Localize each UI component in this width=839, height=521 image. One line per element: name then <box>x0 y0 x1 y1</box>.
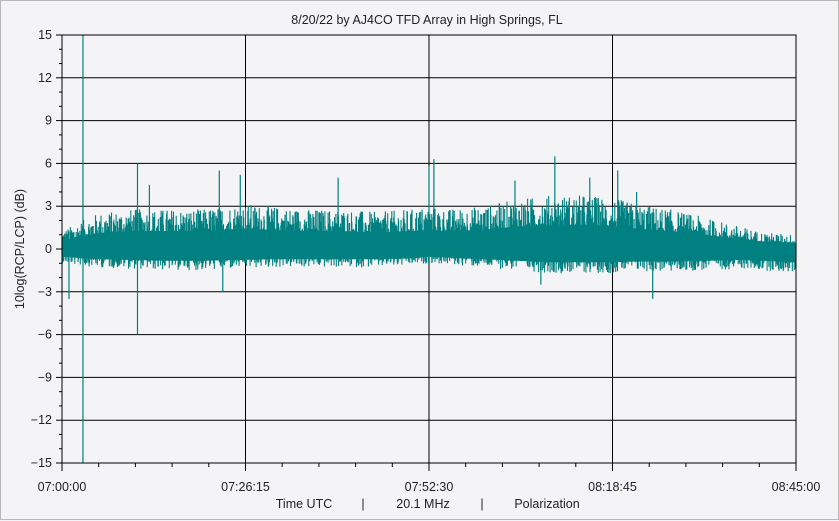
x-axis-label-sep-2: | <box>480 497 483 511</box>
y-tick-label: 0 <box>45 242 52 256</box>
y-tick-label: 6 <box>45 156 52 170</box>
y-tick-label: −12 <box>31 413 52 427</box>
y-tick-label: −3 <box>38 285 52 299</box>
x-tick-label: 08:18:45 <box>588 480 637 494</box>
y-tick-label: −9 <box>38 370 52 384</box>
x-tick-label: 07:52:30 <box>405 480 454 494</box>
x-tick-label: 07:00:00 <box>38 480 87 494</box>
x-tick-label: 07:26:15 <box>221 480 270 494</box>
y-tick-label: −6 <box>38 328 52 342</box>
y-tick-label: 3 <box>45 199 52 213</box>
y-tick-label: 12 <box>38 71 52 85</box>
x-axis-label-mode: Polarization <box>514 497 579 511</box>
x-axis-label-sep-1: | <box>361 497 364 511</box>
x-axis-label-time: Time UTC <box>276 497 332 511</box>
chart-title: 8/20/22 by AJ4CO TFD Array in High Sprin… <box>291 13 562 27</box>
y-axis-ticks: 15 12 9 6 3 0 −3 −6 −9 −12 −15 <box>31 28 62 470</box>
x-axis-ticks: 07:00:00 07:26:15 07:52:30 08:18:45 08:45:00 <box>38 463 821 494</box>
x-axis-label: Time UTC | 20.1 MHz | Polarization <box>276 497 580 511</box>
y-tick-label: 9 <box>45 114 52 128</box>
x-axis-label-frequency: 20.1 MHz <box>396 497 450 511</box>
y-tick-label: −15 <box>31 456 52 470</box>
data-trace <box>61 35 797 463</box>
y-axis-label: 10log(RCP/LCP) (dB) <box>13 189 27 309</box>
x-tick-label: 08:45:00 <box>772 480 821 494</box>
y-tick-label: 15 <box>38 28 52 42</box>
